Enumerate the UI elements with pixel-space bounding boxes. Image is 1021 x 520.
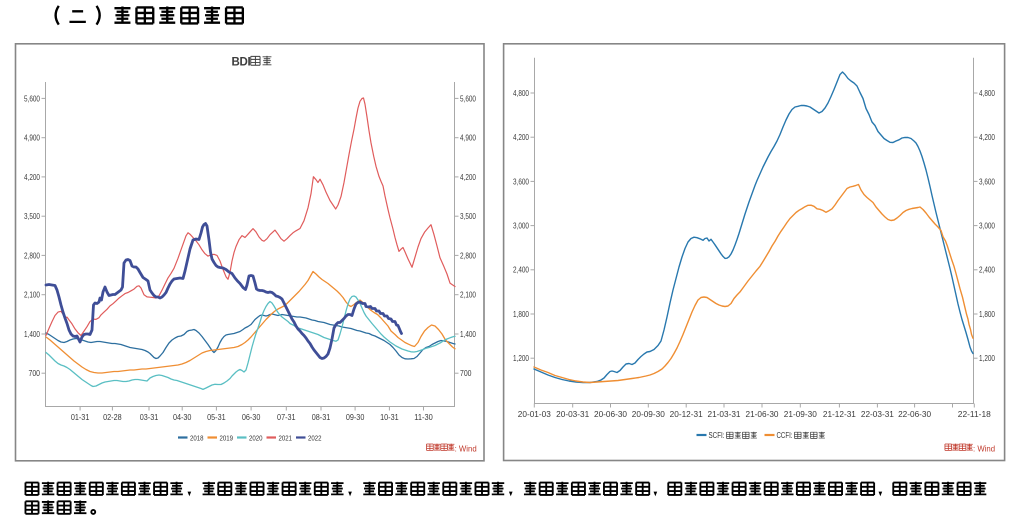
svg-text:21-12-31: 21-12-31 xyxy=(823,410,857,419)
svg-text:1,400: 1,400 xyxy=(24,330,40,339)
svg-text:4,200: 4,200 xyxy=(460,173,476,182)
svg-text:3,500: 3,500 xyxy=(460,212,476,221)
svg-text:CCFI:: CCFI: xyxy=(777,431,793,440)
svg-text:20-01-03: 20-01-03 xyxy=(518,410,552,419)
svg-text:: Wind: : Wind xyxy=(973,444,995,453)
svg-text:700: 700 xyxy=(29,369,41,378)
svg-text:02-28: 02-28 xyxy=(103,413,122,422)
svg-text:2022: 2022 xyxy=(308,433,322,442)
svg-text:01-31: 01-31 xyxy=(71,413,90,422)
svg-text:20-09-30: 20-09-30 xyxy=(632,410,666,419)
svg-text:5,600: 5,600 xyxy=(24,94,40,103)
svg-text:06-30: 06-30 xyxy=(242,413,261,422)
svg-text:2,400: 2,400 xyxy=(513,266,529,275)
svg-text:2,800: 2,800 xyxy=(460,251,476,260)
svg-text:07-31: 07-31 xyxy=(277,413,296,422)
svg-text:4,800: 4,800 xyxy=(979,89,995,98)
svg-text:4,900: 4,900 xyxy=(460,134,476,143)
svg-text:21-09-30: 21-09-30 xyxy=(784,410,818,419)
svg-text:05-31: 05-31 xyxy=(207,413,226,422)
svg-text:3,000: 3,000 xyxy=(513,222,529,231)
svg-text:1,200: 1,200 xyxy=(979,354,995,363)
svg-text:04-30: 04-30 xyxy=(173,413,192,422)
svg-text:20-12-31: 20-12-31 xyxy=(670,410,704,419)
svg-text:2019: 2019 xyxy=(220,433,234,442)
svg-text:2020: 2020 xyxy=(249,433,263,442)
svg-text:1,800: 1,800 xyxy=(513,310,529,319)
svg-text:SCFI:: SCFI: xyxy=(709,431,725,440)
svg-text:2,100: 2,100 xyxy=(24,291,40,300)
svg-text:2018: 2018 xyxy=(190,433,204,442)
svg-text:22-03-31: 22-03-31 xyxy=(861,410,895,419)
svg-text:5,600: 5,600 xyxy=(460,94,476,103)
svg-text:21-06-30: 21-06-30 xyxy=(746,410,780,419)
svg-text:2,800: 2,800 xyxy=(24,251,40,260)
svg-text:3,600: 3,600 xyxy=(979,177,995,186)
svg-text:1,400: 1,400 xyxy=(460,330,476,339)
svg-text:03-31: 03-31 xyxy=(140,413,159,422)
svg-text:22-06-30: 22-06-30 xyxy=(898,410,932,419)
svg-text:10-31: 10-31 xyxy=(380,413,399,422)
svg-text:4,200: 4,200 xyxy=(979,133,995,142)
svg-text:4,900: 4,900 xyxy=(24,134,40,143)
svg-text:: Wind: : Wind xyxy=(455,444,477,453)
svg-text:1,800: 1,800 xyxy=(979,310,995,319)
svg-text:BDI: BDI xyxy=(232,57,251,69)
svg-text:2,400: 2,400 xyxy=(979,266,995,275)
svg-text:22-11-18: 22-11-18 xyxy=(958,410,992,419)
svg-text:3,500: 3,500 xyxy=(24,212,40,221)
svg-text:11-30: 11-30 xyxy=(414,413,433,422)
svg-text:2021: 2021 xyxy=(279,433,293,442)
svg-text:20-03-31: 20-03-31 xyxy=(556,410,590,419)
svg-text:3,000: 3,000 xyxy=(979,222,995,231)
svg-text:20-06-30: 20-06-30 xyxy=(594,410,628,419)
svg-text:21-03-31: 21-03-31 xyxy=(708,410,742,419)
svg-text:1,200: 1,200 xyxy=(513,354,529,363)
svg-text:4,200: 4,200 xyxy=(513,133,529,142)
svg-text:4,200: 4,200 xyxy=(24,173,40,182)
svg-text:700: 700 xyxy=(460,369,472,378)
svg-text:3,600: 3,600 xyxy=(513,177,529,186)
svg-text:2,100: 2,100 xyxy=(460,291,476,300)
svg-text:4,800: 4,800 xyxy=(513,89,529,98)
svg-text:08-31: 08-31 xyxy=(312,413,331,422)
svg-text:09-30: 09-30 xyxy=(346,413,365,422)
